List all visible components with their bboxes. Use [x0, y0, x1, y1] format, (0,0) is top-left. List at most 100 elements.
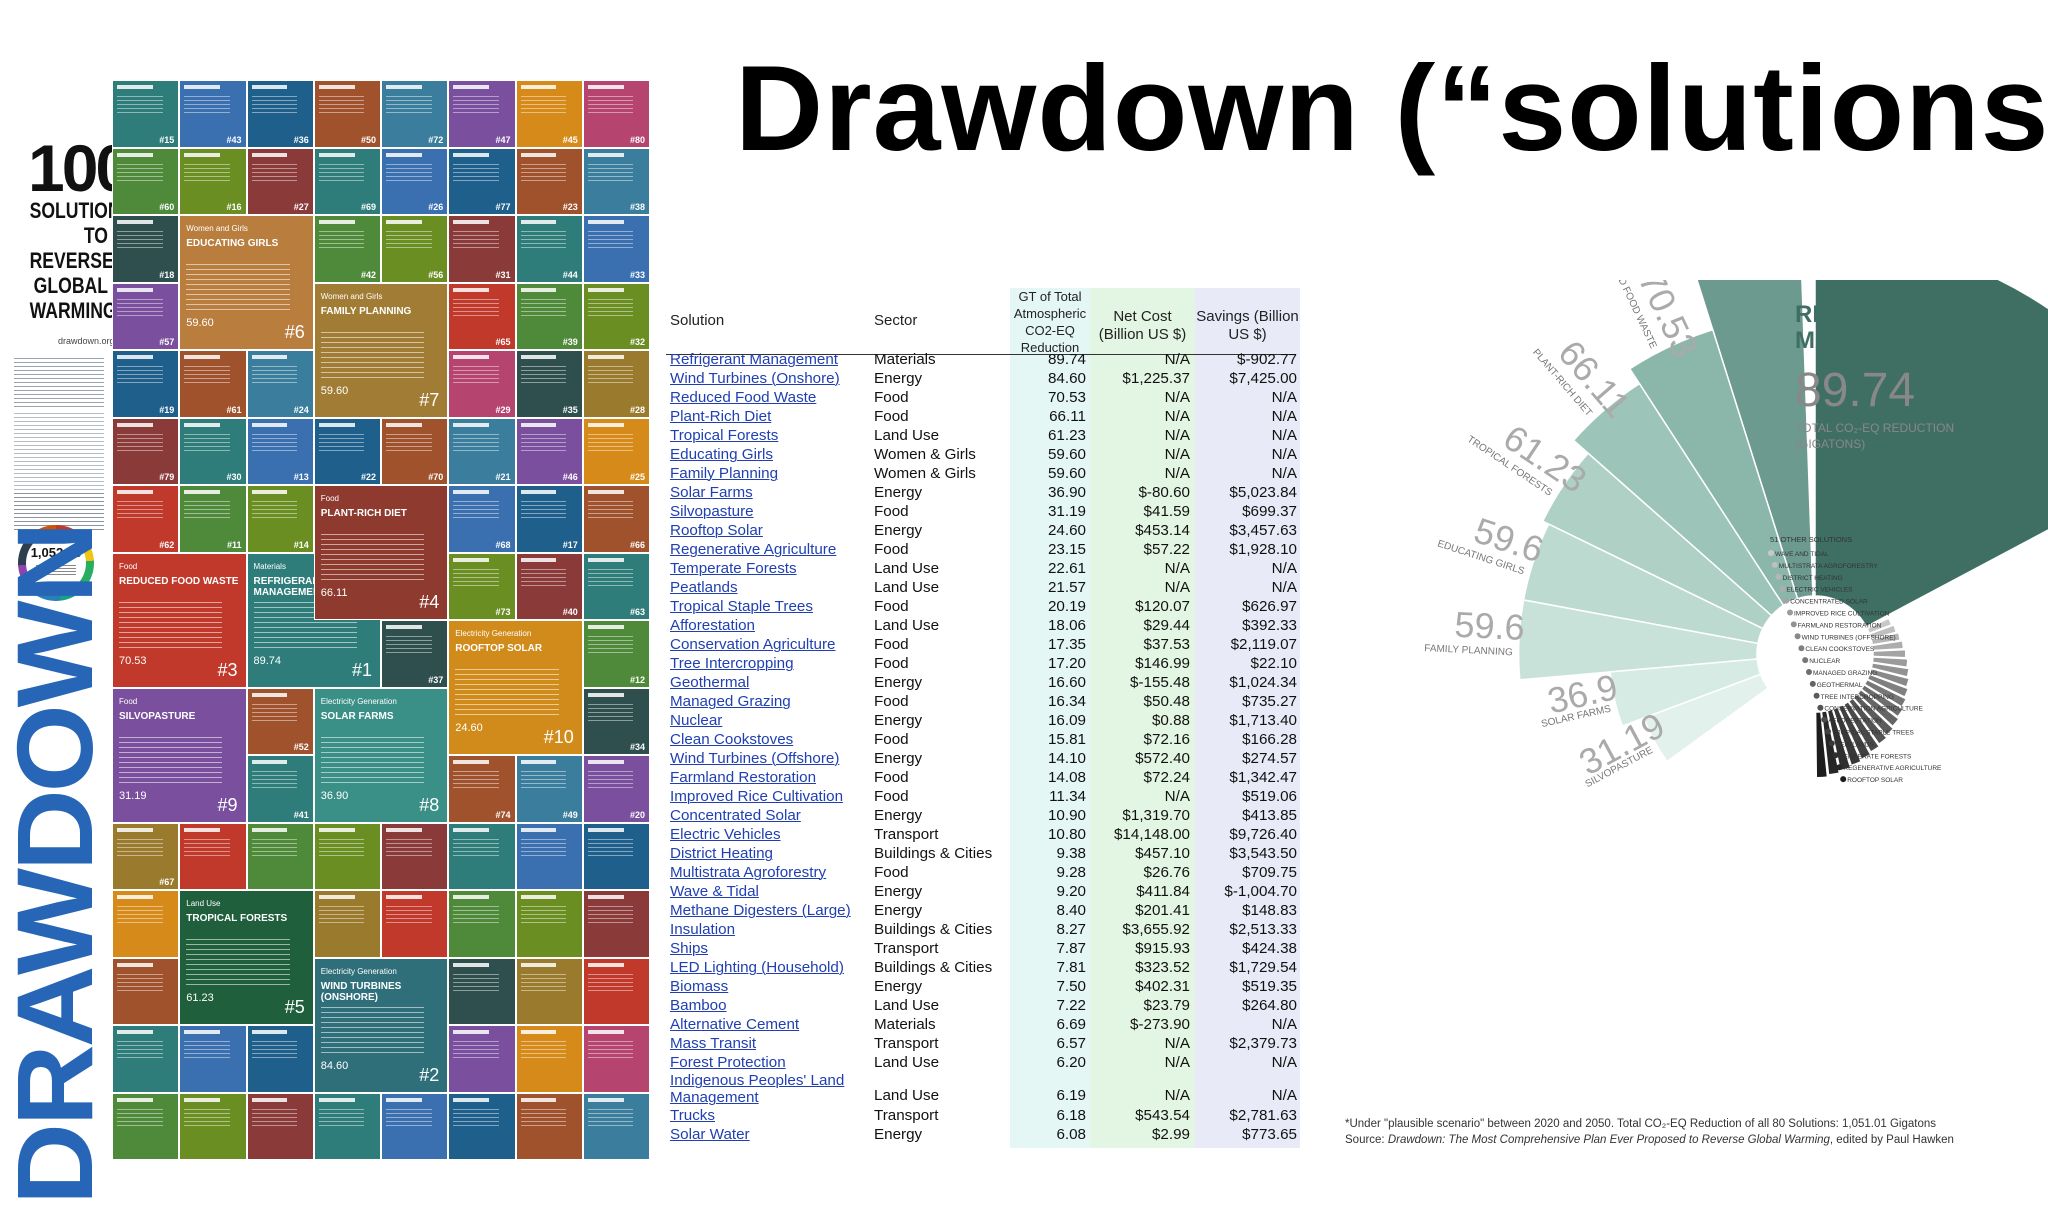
chart-svg: 84.6WIND TURBINES (ONSHORE)70.53REDUCED …: [1424, 280, 2048, 790]
tile-heading: [587, 760, 624, 764]
solution-link[interactable]: Silvopasture: [670, 503, 754, 520]
savings-cell: $-1,004.70: [1224, 883, 1297, 900]
savings-cell: $148.83: [1242, 902, 1297, 919]
net-cost-cell: $72.24: [1143, 769, 1190, 786]
poster-subtitle-line: TO REVERSE: [29, 223, 114, 273]
solution-tile: #32: [582, 282, 650, 350]
net-cost-cell: $402.31: [1135, 978, 1190, 995]
solution-tile: #77: [448, 147, 516, 215]
solution-link[interactable]: Trucks: [670, 1107, 715, 1124]
solution-link[interactable]: Afforestation: [670, 617, 755, 634]
table-row: District Heating Buildings & Cities 9.38 $4…: [662, 844, 1302, 863]
gt-cell: 14.10: [1047, 750, 1086, 767]
chart-footnote: *Under "plausible scenario" between 2020…: [1345, 1118, 1936, 1130]
solution-link[interactable]: Educating Girls: [670, 446, 773, 463]
other-solution-dot: [1825, 728, 1831, 735]
solution-tile: #69: [313, 147, 381, 215]
solution-link[interactable]: Refrigerant Management: [670, 351, 838, 368]
savings-cell: $413.85: [1242, 807, 1297, 824]
table-row: Solar Farms Energy 36.90 $-80.60 $5,023.84: [662, 483, 1302, 502]
gt-cell: 17.20: [1047, 655, 1086, 672]
header-sector: Sector: [874, 312, 918, 329]
tile-number: #72: [428, 134, 444, 145]
tile-heading: [520, 287, 557, 292]
tile-text: [520, 1105, 567, 1128]
sector-cell: Energy: [874, 807, 923, 824]
solution-link[interactable]: Wind Turbines (Onshore): [670, 370, 840, 387]
tile-number: #22: [360, 472, 376, 482]
solution-tile: [515, 1092, 583, 1160]
tile-heading: [520, 422, 557, 427]
tile-text: [587, 295, 634, 318]
solution-link[interactable]: Forest Protection: [670, 1054, 786, 1071]
solution-tile: [112, 1092, 180, 1160]
tile-text: [386, 903, 432, 925]
tile-number: #31: [495, 269, 511, 280]
card-value: 84.60: [320, 1059, 349, 1072]
tile-heading: [386, 152, 422, 157]
solution-link[interactable]: Family Planning: [670, 465, 779, 482]
tile-heading: [386, 1097, 422, 1102]
solution-link[interactable]: Mass Transit: [670, 1035, 757, 1052]
solution-link[interactable]: LED Lighting (Household): [670, 959, 844, 976]
tile-text: [117, 1038, 163, 1060]
tile-text: [520, 363, 567, 385]
solution-link[interactable]: Solar Farms: [670, 484, 753, 501]
solution-link[interactable]: Clean Cookstoves: [670, 731, 794, 748]
solution-link[interactable]: Managed Grazing: [670, 693, 791, 710]
sector-cell: Land Use: [874, 560, 940, 577]
solution-link[interactable]: Multistrata Agroforestry: [670, 864, 827, 881]
solution-link[interactable]: Farmland Restoration: [670, 769, 817, 786]
tile-heading: [587, 287, 624, 292]
solution-tile: #70: [381, 417, 449, 485]
solution-link[interactable]: Alternative Cement: [670, 1016, 800, 1033]
card-sector: Materials: [253, 561, 286, 571]
savings-cell: $1,729.54: [1229, 959, 1297, 976]
card-number: #7: [419, 389, 440, 410]
gt-column-bg: [1010, 288, 1090, 1148]
solution-link[interactable]: Temperate Forests: [670, 560, 797, 577]
tile-heading: [520, 490, 557, 494]
solution-link[interactable]: Plant-Rich Diet: [670, 408, 772, 425]
card-text: [186, 935, 290, 989]
tile-heading: [453, 355, 490, 359]
solution-link[interactable]: Methane Digesters (Large): [670, 902, 851, 919]
solution-link[interactable]: Tree Intercropping: [670, 655, 794, 672]
solution-link[interactable]: Tropical Forests: [670, 427, 779, 444]
solution-tile: #17: [515, 485, 583, 553]
savings-cell: N/A: [1271, 579, 1297, 596]
solution-link[interactable]: Conservation Agriculture: [670, 636, 836, 653]
solution-tile: [515, 890, 583, 958]
solution-link[interactable]: Wave & Tidal: [670, 883, 759, 900]
solution-link[interactable]: Biomass: [670, 978, 729, 995]
gt-cell: 6.08: [1056, 1126, 1086, 1143]
solution-link[interactable]: Bamboo: [670, 997, 727, 1014]
tile-number: #69: [360, 202, 376, 212]
solution-link[interactable]: Wind Turbines (Offshore): [670, 750, 840, 767]
solution-link[interactable]: Geothermal: [670, 674, 750, 691]
tile-heading: [117, 85, 153, 89]
solution-link[interactable]: Electric Vehicles: [670, 826, 781, 843]
solution-tile: #24: [246, 350, 314, 418]
solution-link[interactable]: Indigenous Peoples' Land Management: [670, 1072, 845, 1106]
savings-cell: N/A: [1271, 1087, 1297, 1104]
sector-cell: Food: [874, 389, 909, 406]
solution-link[interactable]: District Heating: [670, 845, 773, 862]
solution-tile: #80: [582, 80, 650, 148]
solution-tile: #66: [582, 485, 650, 553]
solution-link[interactable]: Nuclear: [670, 712, 723, 729]
savings-cell: $709.75: [1242, 864, 1297, 881]
solution-link[interactable]: Rooftop Solar: [670, 522, 763, 539]
solution-link[interactable]: Insulation: [670, 921, 736, 938]
solution-link[interactable]: Solar Water: [670, 1126, 750, 1143]
solution-link[interactable]: Reduced Food Waste: [670, 389, 817, 406]
solution-link[interactable]: Peatlands: [670, 579, 738, 596]
table-row: Tropical Staple Trees Food 20.19 $120.07 $62…: [662, 597, 1302, 616]
solution-link[interactable]: Tropical Staple Trees: [670, 598, 813, 615]
header-solution: Solution: [670, 312, 725, 329]
tile-text: [453, 565, 499, 588]
solution-link[interactable]: Regenerative Agriculture: [670, 541, 837, 558]
solution-link[interactable]: Concentrated Solar: [670, 807, 801, 824]
solution-link[interactable]: Improved Rice Cultivation: [670, 788, 844, 805]
solution-link[interactable]: Ships: [670, 940, 708, 957]
